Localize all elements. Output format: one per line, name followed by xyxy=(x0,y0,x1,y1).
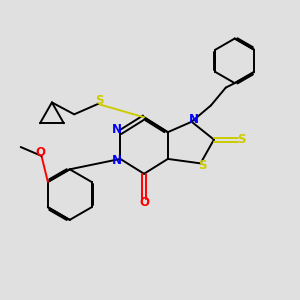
Text: N: N xyxy=(112,154,122,167)
Text: O: O xyxy=(35,146,45,160)
Text: S: S xyxy=(198,159,206,172)
Text: N: N xyxy=(189,113,199,126)
Text: S: S xyxy=(237,133,245,146)
Text: O: O xyxy=(139,196,149,208)
Text: N: N xyxy=(112,123,122,136)
Text: S: S xyxy=(95,94,104,107)
